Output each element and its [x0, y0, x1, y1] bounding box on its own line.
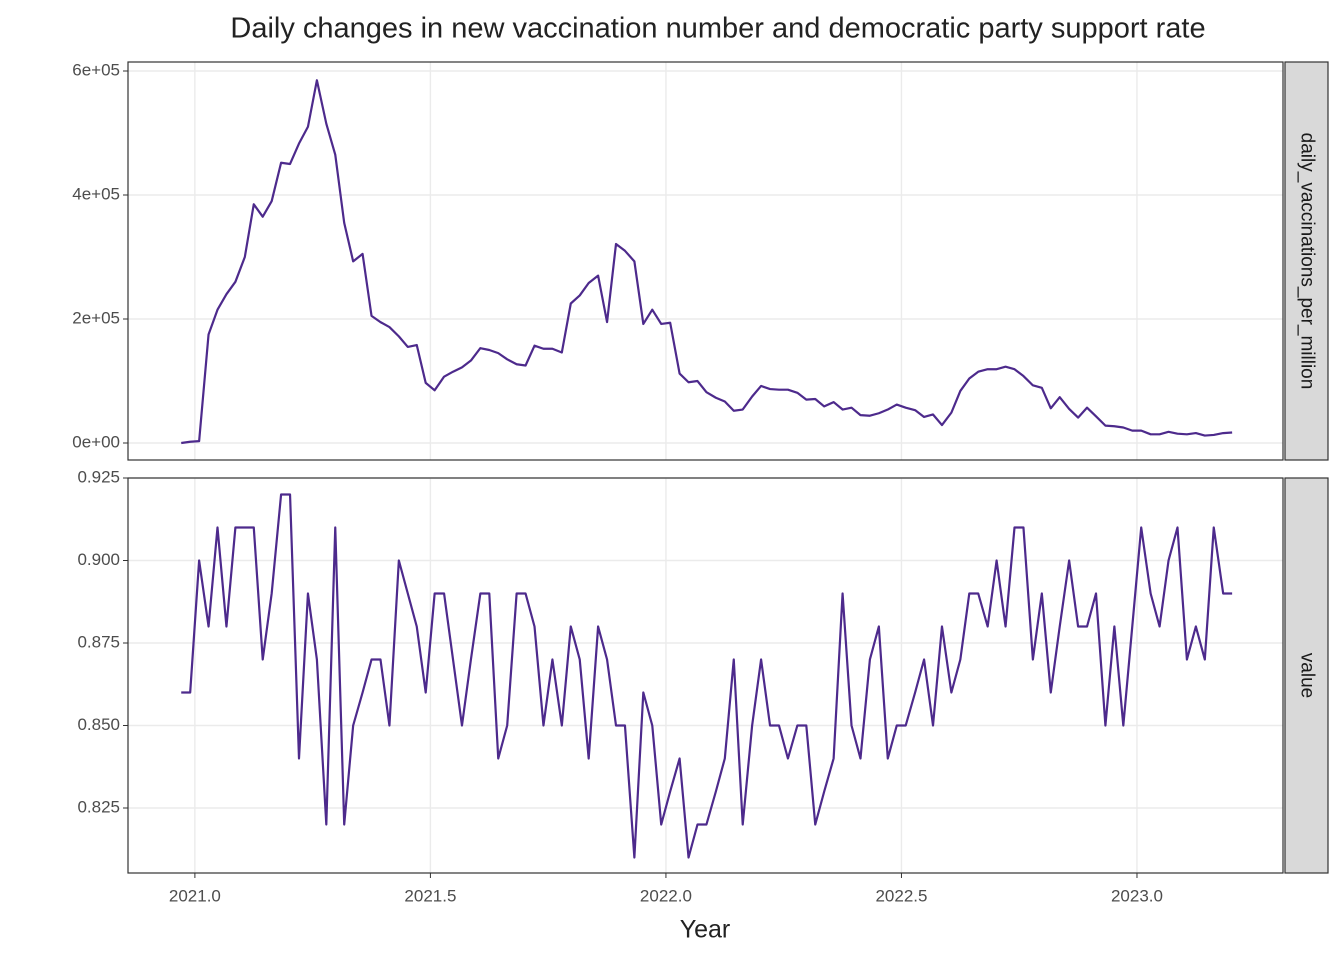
chart-title: Daily changes in new vaccination number … [230, 13, 1205, 45]
x-axis-label: Year [680, 916, 731, 944]
panel-background [128, 62, 1283, 460]
facet-strip [1284, 61, 1329, 461]
x-tick-label: 2021.5 [404, 886, 456, 905]
x-tick-label: 2022.5 [875, 886, 927, 905]
facet-strip [1284, 477, 1329, 874]
x-tick-label: 2023.0 [1111, 886, 1163, 905]
y-tick-label: 0.900 [77, 550, 120, 569]
panel-border [127, 477, 1284, 874]
y-tick-label: 0.825 [77, 797, 120, 816]
y-tick-label: 4e+05 [72, 184, 120, 203]
y-tick-label: 6e+05 [72, 60, 120, 79]
y-tick-label: 2e+05 [72, 308, 120, 327]
y-tick-label: 0.850 [77, 715, 120, 734]
facet-strip-label: value [1296, 653, 1317, 698]
x-tick-label: 2022.0 [640, 886, 692, 905]
data-line [181, 79, 1233, 445]
panel-background [128, 478, 1283, 873]
y-tick-label: 0.875 [77, 632, 120, 651]
panel-border [127, 61, 1284, 461]
data-line [181, 493, 1233, 859]
x-tick-label: 2021.0 [169, 886, 221, 905]
y-tick-label: 0.925 [77, 467, 120, 486]
y-tick-label: 0e+00 [72, 432, 120, 451]
facet-strip-label: daily_vaccinations_per_million [1296, 133, 1317, 390]
